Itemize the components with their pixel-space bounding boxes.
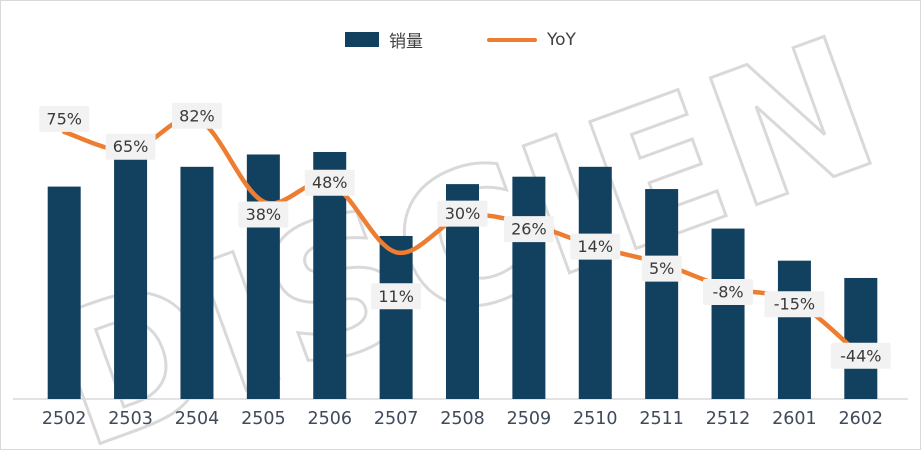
x-tick-2507: 2507 <box>374 409 419 429</box>
yoy-label-box-2602 <box>830 342 891 369</box>
x-tick-2508: 2508 <box>440 409 485 429</box>
x-tick-2601: 2601 <box>772 409 817 429</box>
x-tick-2504: 2504 <box>175 409 220 429</box>
bar-2502 <box>47 186 81 399</box>
yoy-label-box-2503 <box>105 133 156 160</box>
yoy-label-2512: -8% <box>712 283 743 302</box>
yoy-label-2502: 75% <box>46 109 82 128</box>
yoy-label-box-2505 <box>238 201 289 228</box>
x-tick-2602: 2602 <box>839 409 884 429</box>
x-tick-2506: 2506 <box>307 409 352 429</box>
yoy-label-2510: 14% <box>577 237 613 256</box>
bar-2510 <box>578 166 612 399</box>
yoy-label-box-2502 <box>39 105 90 132</box>
yoy-label-2509: 26% <box>511 220 547 239</box>
yoy-label-2601: -15% <box>774 295 815 314</box>
bar-2509 <box>512 176 546 399</box>
bar-2503 <box>114 156 148 399</box>
legend-item-yoy: YoY <box>487 30 576 50</box>
bar-swatch-icon <box>345 32 380 47</box>
yoy-label-box-2601 <box>764 291 825 318</box>
yoy-label-2508: 30% <box>445 204 481 223</box>
yoy-label-box-2509 <box>503 216 554 243</box>
x-tick-2509: 2509 <box>507 409 552 429</box>
x-tick-2505: 2505 <box>241 409 286 429</box>
bar-2511 <box>645 189 679 399</box>
bar-2507 <box>379 235 413 399</box>
yoy-label-2602: -44% <box>840 346 881 365</box>
yoy-label-box-2504 <box>171 102 222 129</box>
line-swatch-icon <box>487 37 538 42</box>
x-tick-2511: 2511 <box>639 409 684 429</box>
yoy-label-2504: 82% <box>179 106 215 125</box>
legend-yoy-label: YoY <box>547 29 576 50</box>
x-tick-2512: 2512 <box>706 409 751 429</box>
yoy-label-box-2506 <box>304 169 355 196</box>
yoy-label-2506: 48% <box>312 173 348 192</box>
bar-2602 <box>844 277 878 399</box>
yoy-label-box-2508 <box>437 200 488 227</box>
bar-2504 <box>180 166 214 399</box>
bar-2601 <box>777 260 811 399</box>
x-tick-2503: 2503 <box>108 409 153 429</box>
x-tick-2510: 2510 <box>573 409 618 429</box>
yoy-label-box-2510 <box>570 233 621 260</box>
yoy-label-box-2511 <box>641 255 682 282</box>
x-tick-2502: 2502 <box>42 409 87 429</box>
legend: 销量 YoY <box>1 27 920 52</box>
yoy-label-2503: 65% <box>113 137 149 156</box>
yoy-label-box-2512 <box>703 279 754 306</box>
yoy-label-box-2507 <box>371 283 422 310</box>
legend-item-sales: 销量 <box>345 27 423 52</box>
yoy-label-2505: 38% <box>246 205 282 224</box>
bar-2512 <box>711 228 745 399</box>
legend-sales-label: 销量 <box>389 32 424 52</box>
yoy-label-2507: 11% <box>378 287 414 306</box>
yoy-label-2511: 5% <box>649 259 674 278</box>
